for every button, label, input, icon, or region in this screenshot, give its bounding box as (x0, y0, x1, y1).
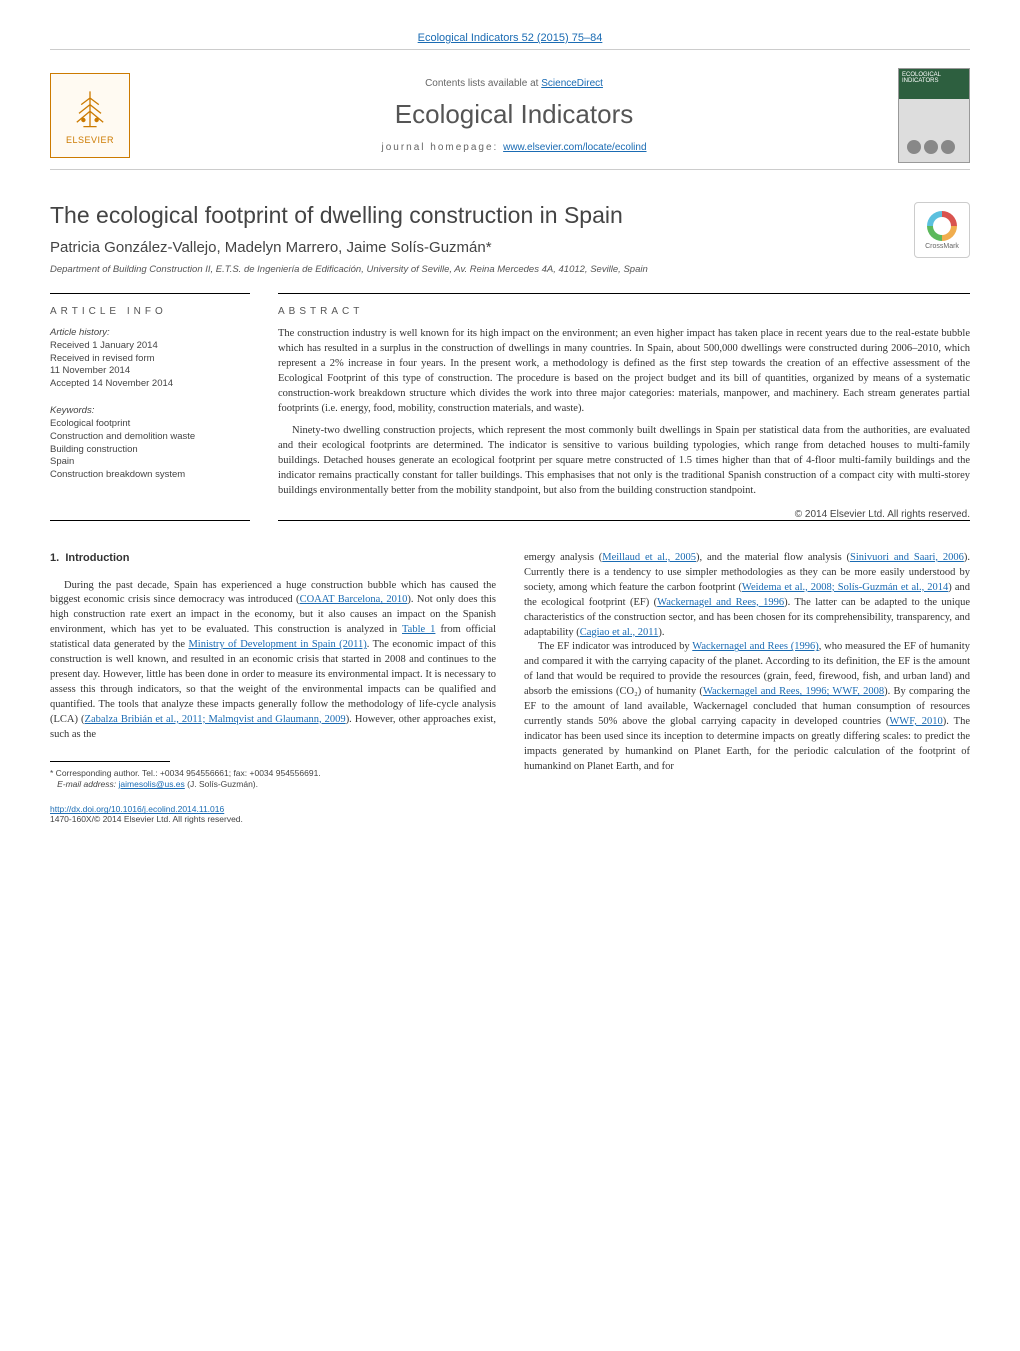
homepage-prefix: journal homepage: (381, 142, 503, 153)
ref-link[interactable]: Zabalza Bribián et al., 2011; Malmqvist … (85, 714, 346, 725)
corresponding-marker: * (486, 239, 492, 256)
email-suffix: (J. Solís-Guzmán). (185, 779, 258, 789)
citation-link[interactable]: Ecological Indicators 52 (2015) 75–84 (418, 32, 603, 44)
history-line: Received 1 January 2014 (50, 340, 250, 353)
history-line: Accepted 14 November 2014 (50, 378, 250, 391)
info-abstract-bottom-rule (50, 520, 970, 521)
ref-link[interactable]: Wackernagel and Rees (1996) (692, 641, 819, 652)
footnote-separator (50, 761, 170, 762)
keyword: Construction and demolition waste (50, 431, 250, 444)
ref-link[interactable]: Weidema et al., 2008; Solís-Guzmán et al… (742, 582, 948, 593)
ref-link[interactable]: Wackernagel and Rees, 1996 (657, 597, 784, 608)
affiliation: Department of Building Construction II, … (50, 264, 914, 275)
issn-line: 1470-160X/© 2014 Elsevier Ltd. All right… (50, 814, 243, 824)
crossmark-label: CrossMark (925, 243, 959, 250)
crossmark-icon (927, 211, 957, 241)
header-citation-bar: Ecological Indicators 52 (2015) 75–84 (50, 30, 970, 50)
journal-name: Ecological Indicators (130, 99, 898, 130)
abstract-heading: ABSTRACT (278, 306, 970, 317)
keyword: Building construction (50, 444, 250, 457)
body-column-left: 1. Introduction During the past decade, … (50, 551, 496, 791)
contents-prefix: Contents lists available at (425, 78, 541, 89)
body-para: During the past decade, Spain has experi… (50, 579, 496, 743)
footnote: * Corresponding author. Tel.: +0034 9545… (50, 768, 496, 791)
page-footer: http://dx.doi.org/10.1016/j.ecolind.2014… (50, 804, 970, 824)
authors-text: Patricia González-Vallejo, Madelyn Marre… (50, 239, 486, 256)
history-label: Article history: (50, 327, 250, 340)
journal-cover-thumb[interactable]: ECOLOGICAL INDICATORS (898, 68, 970, 163)
cover-decor-icon (907, 140, 955, 154)
body-para: emergy analysis (Meillaud et al., 2005),… (524, 551, 970, 640)
article-history: Article history: Received 1 January 2014… (50, 327, 250, 391)
ref-link[interactable]: WWF, 2010 (889, 716, 942, 727)
body-para: The EF indicator was introduced by Wacke… (524, 640, 970, 774)
ref-link[interactable]: Cagiao et al., 2011 (580, 627, 659, 638)
body-columns: 1. Introduction During the past decade, … (50, 551, 970, 791)
body-column-right: emergy analysis (Meillaud et al., 2005),… (524, 551, 970, 791)
table-link[interactable]: Table 1 (402, 624, 435, 635)
info-abstract-block: ARTICLE INFO Article history: Received 1… (50, 293, 970, 520)
abstract-copyright: © 2014 Elsevier Ltd. All rights reserved… (278, 509, 970, 520)
publisher-name: ELSEVIER (66, 135, 114, 145)
article-info-heading: ARTICLE INFO (50, 306, 250, 317)
masthead-center: Contents lists available at ScienceDirec… (130, 78, 898, 153)
keywords-label: Keywords: (50, 405, 250, 418)
crossmark-badge[interactable]: CrossMark (914, 202, 970, 258)
abstract-para-1: The construction industry is well known … (278, 327, 970, 416)
page-root: Ecological Indicators 52 (2015) 75–84 EL… (0, 0, 1020, 854)
email-link[interactable]: jaimesolis@us.es (119, 779, 185, 789)
ref-link[interactable]: Wackernagel and Rees, 1996; WWF, 2008 (703, 686, 884, 697)
article-title: The ecological footprint of dwelling con… (50, 202, 914, 229)
keyword: Spain (50, 456, 250, 469)
abstract-column: ABSTRACT The construction industry is we… (278, 293, 970, 520)
masthead: ELSEVIER Contents lists available at Sci… (50, 62, 970, 170)
keyword: Ecological footprint (50, 418, 250, 431)
article-info-column: ARTICLE INFO Article history: Received 1… (50, 293, 250, 520)
doi-link[interactable]: http://dx.doi.org/10.1016/j.ecolind.2014… (50, 804, 224, 814)
homepage-link[interactable]: www.elsevier.com/locate/ecolind (503, 142, 646, 153)
homepage-line: journal homepage: www.elsevier.com/locat… (130, 142, 898, 153)
elsevier-tree-icon (68, 87, 112, 131)
footnote-text: Corresponding author. Tel.: +0034 954556… (53, 768, 320, 778)
history-line: Received in revised form (50, 353, 250, 366)
ref-link[interactable]: Sinivuori and Saari, 2006 (850, 552, 964, 563)
abstract-para-2: Ninety-two dwelling construction project… (278, 424, 970, 499)
ref-link[interactable]: Meillaud et al., 2005 (602, 552, 696, 563)
section-heading: 1. Introduction (50, 551, 496, 567)
sciencedirect-link[interactable]: ScienceDirect (541, 78, 603, 89)
history-line: 11 November 2014 (50, 365, 250, 378)
ref-link[interactable]: COAAT Barcelona, 2010 (300, 594, 408, 605)
abstract-text: The construction industry is well known … (278, 327, 970, 499)
authors: Patricia González-Vallejo, Madelyn Marre… (50, 239, 914, 256)
email-label: E-mail address: (57, 779, 118, 789)
cover-label: ECOLOGICAL INDICATORS (902, 72, 941, 84)
publisher-logo[interactable]: ELSEVIER (50, 73, 130, 158)
contents-line: Contents lists available at ScienceDirec… (130, 78, 898, 89)
keywords-block: Keywords: Ecological footprint Construct… (50, 405, 250, 482)
keyword: Construction breakdown system (50, 469, 250, 482)
ref-link[interactable]: Ministry of Development in Spain (2011) (188, 639, 366, 650)
title-row: The ecological footprint of dwelling con… (50, 184, 970, 293)
